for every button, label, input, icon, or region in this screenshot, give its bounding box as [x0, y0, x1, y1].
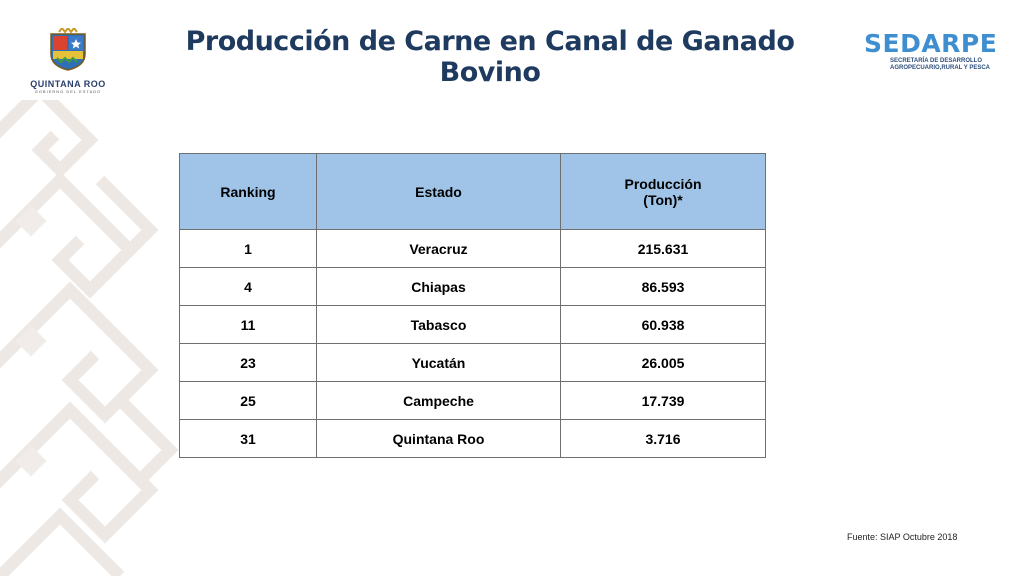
header-produccion-line1: Producción [624, 175, 702, 192]
cell-produccion: 17.739 [560, 381, 766, 420]
cell-produccion: 86.593 [560, 267, 766, 306]
table-row: 4 Chiapas 86.593 [179, 267, 766, 306]
coat-of-arms-icon [50, 26, 86, 71]
cell-estado: Campeche [316, 381, 561, 420]
cell-ranking: 4 [179, 267, 317, 306]
cell-estado: Tabasco [316, 305, 561, 344]
quintana-roo-logo: QUINTANA ROO GOBIERNO DEL ESTADO [28, 26, 108, 94]
cell-produccion: 60.938 [560, 305, 766, 344]
cell-ranking: 31 [179, 419, 317, 458]
header-produccion-line2: (Ton)* [643, 191, 683, 208]
header-ranking: Ranking [179, 153, 317, 230]
cell-produccion: 26.005 [560, 343, 766, 382]
brand-name: SEDARPE [864, 29, 998, 58]
logo-text: QUINTANA ROO [30, 79, 106, 89]
table-row: 31 Quintana Roo 3.716 [179, 419, 766, 458]
table-row: 23 Yucatán 26.005 [179, 343, 766, 382]
brand-subtitle-1: SECRETARÍA DE DESARROLLO [890, 58, 983, 64]
production-table: Ranking Estado Producción (Ton)* 1 Verac… [179, 153, 766, 458]
cell-estado: Chiapas [316, 267, 561, 306]
logo-subtext: GOBIERNO DEL ESTADO [34, 89, 102, 94]
cell-estado: Veracruz [316, 229, 561, 268]
decorative-pattern [0, 100, 179, 576]
source-footnote: Fuente: SIAP Octubre 2018 [847, 532, 958, 542]
table-row: 11 Tabasco 60.938 [179, 305, 766, 344]
page-title: Producción de Carne en Canal de Ganado B… [185, 26, 795, 88]
cell-produccion: 215.631 [560, 229, 766, 268]
cell-estado: Quintana Roo [316, 419, 561, 458]
cell-ranking: 1 [179, 229, 317, 268]
cell-produccion: 3.716 [560, 419, 766, 458]
cell-ranking: 23 [179, 343, 317, 382]
cell-ranking: 11 [179, 305, 317, 344]
table-row: 25 Campeche 17.739 [179, 381, 766, 420]
header-produccion: Producción (Ton)* [560, 153, 766, 230]
table-row: 1 Veracruz 215.631 [179, 229, 766, 268]
header-estado: Estado [316, 153, 561, 230]
brand-subtitle-2: AGROPECUARIO,RURAL Y PESCA [890, 65, 991, 71]
sedarpe-logo: SEDARPE SECRETARÍA DE DESARROLLO AGROPEC… [864, 30, 1004, 72]
cell-estado: Yucatán [316, 343, 561, 382]
cell-ranking: 25 [179, 381, 317, 420]
table-header-row: Ranking Estado Producción (Ton)* [179, 153, 766, 230]
